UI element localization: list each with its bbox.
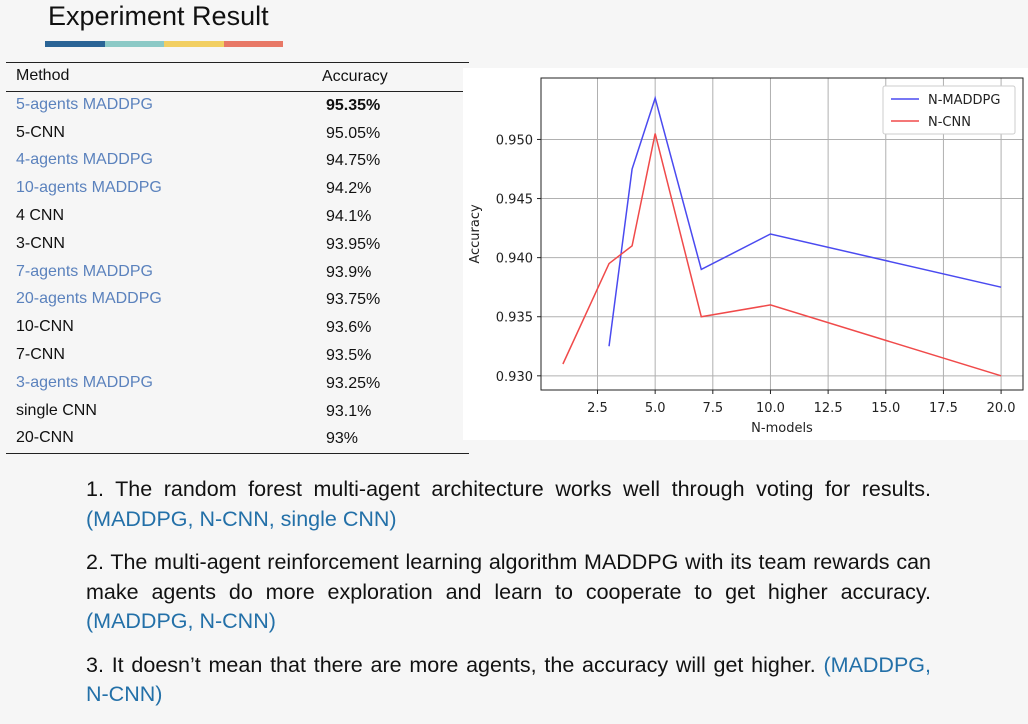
accuracy-cell: 94.2% <box>326 180 372 198</box>
method-cell: 20-agents MADDPG <box>16 290 162 308</box>
accuracy-cell: 94.75% <box>326 152 381 170</box>
table-row: 10-agents MADDPG 94.2% <box>6 175 469 203</box>
results-table: Method Accuracy 5-agents MADDPG 95.35% 5-C… <box>6 62 469 455</box>
table-bottom-rule <box>6 453 469 455</box>
plot-frame <box>540 77 1024 391</box>
method-cell: 3-CNN <box>16 234 65 252</box>
table-row: 5-CNN 95.05% <box>6 120 469 148</box>
accuracy-cell: 93.5% <box>326 346 372 364</box>
series-line-n-maddpg <box>608 95 1002 347</box>
column-header-method: Method <box>16 67 70 84</box>
accuracy-cell: 93.75% <box>326 291 381 309</box>
y-tick-label: 0.945 <box>496 193 533 208</box>
x-tick-label: 2.5 <box>587 401 608 416</box>
table-row: 20-CNN 93% <box>6 425 469 453</box>
accent-segment <box>45 41 105 47</box>
accuracy-cell: 93.95% <box>326 235 381 253</box>
x-tick-label: 10.0 <box>756 401 785 416</box>
accuracy-cell: 93.25% <box>326 374 381 392</box>
table-header-row: Method Accuracy <box>6 63 469 91</box>
x-tick-label: 7.5 <box>702 401 723 416</box>
note-reference: (MADDPG, N-CNN) <box>86 652 931 707</box>
note-item: 1. The random forest multi-agent archite… <box>86 475 931 534</box>
table-row: 5-agents MADDPG 95.35% <box>6 92 469 120</box>
method-cell: 3-agents MADDPG <box>16 373 153 391</box>
y-tick-label: 0.935 <box>496 311 533 326</box>
accuracy-cell: 93.9% <box>326 263 372 281</box>
table-row: 3-CNN 93.95% <box>6 231 469 259</box>
x-tick-label: 20.0 <box>987 401 1016 416</box>
method-cell: 7-agents MADDPG <box>16 262 153 280</box>
note-reference: (MADDPG, N-CNN) <box>86 609 276 633</box>
x-tick-label: 15.0 <box>871 401 900 416</box>
accuracy-cell: 94.1% <box>326 207 372 225</box>
note-text: 2. The multi-agent reinforcement learnin… <box>86 550 931 604</box>
title-accent-bar <box>45 41 283 47</box>
x-tick-label: 12.5 <box>814 401 843 416</box>
note-text: 3. It doesn’t mean that there are more a… <box>86 652 824 677</box>
accuracy-chart: 2.5 5.0 7.5 10.0 12.5 15.0 17.5 20.0 0.930 0.935 0… <box>463 68 1028 440</box>
legend-box <box>882 85 1016 135</box>
legend-label: N-CNN <box>928 115 971 130</box>
table-row: 7-CNN 93.5% <box>6 342 469 370</box>
note-item: 2. The multi-agent reinforcement learnin… <box>86 548 931 637</box>
series-line-n-cnn <box>562 133 1002 377</box>
accent-segment <box>223 41 283 47</box>
method-cell: 10-agents MADDPG <box>16 179 162 197</box>
page-title: Experiment Result <box>48 1 269 31</box>
method-cell: 7-CNN <box>16 345 65 363</box>
method-cell: 5-CNN <box>16 123 65 141</box>
y-axis-label: Accuracy <box>468 204 483 264</box>
conclusion-notes: 1. The random forest multi-agent archite… <box>86 475 931 724</box>
table-row: single CNN 93.1% <box>6 398 469 426</box>
note-text: 1. The random forest multi-agent archite… <box>86 477 931 501</box>
accuracy-cell: 95.05% <box>326 124 381 142</box>
legend-label: N-MADDPG <box>928 93 1000 108</box>
method-cell: 4 CNN <box>16 206 65 224</box>
chart-svg: 2.5 5.0 7.5 10.0 12.5 15.0 17.5 20.0 0.930 0.935 0… <box>468 77 1024 436</box>
method-cell: 4-agents MADDPG <box>16 151 153 169</box>
table-row: 4 CNN 94.1% <box>6 203 469 231</box>
table-top-rule <box>6 62 469 63</box>
table-row: 3-agents MADDPG 93.25% <box>6 370 469 398</box>
note-reference: (MADDPG, N-CNN, single CNN) <box>86 506 397 531</box>
table-row: 4-agents MADDPG 94.75% <box>6 147 469 175</box>
table-body: 5-agents MADDPG 95.35% 5-CNN 95.05% 4-agents… <box>6 92 469 453</box>
method-cell: 10-CNN <box>16 318 74 336</box>
method-cell: 20-CNN <box>16 429 74 447</box>
table-header-rule <box>6 90 469 92</box>
accuracy-cell: 93% <box>326 430 359 448</box>
x-tick-label: 17.5 <box>929 401 958 416</box>
accent-segment <box>104 41 164 47</box>
y-tick-label: 0.940 <box>496 252 533 267</box>
table-row: 10-CNN 93.6% <box>6 314 469 342</box>
accuracy-cell: 93.1% <box>326 402 372 420</box>
method-cell: 5-agents MADDPG <box>16 95 153 113</box>
method-cell: single CNN <box>16 401 97 419</box>
y-tick-label: 0.950 <box>496 133 533 148</box>
accent-segment <box>164 41 224 47</box>
note-item: 3. It doesn’t mean that there are more a… <box>86 651 931 710</box>
accuracy-cell: 93.6% <box>326 319 372 337</box>
table-row: 7-agents MADDPG 93.9% <box>6 259 469 287</box>
column-header-accuracy: Accuracy <box>322 68 388 85</box>
table-row: 20-agents MADDPG 93.75% <box>6 286 469 314</box>
accuracy-cell: 95.35% <box>326 96 381 114</box>
y-tick-label: 0.930 <box>496 370 533 385</box>
x-axis-label: N-models <box>751 421 813 436</box>
x-tick-label: 5.0 <box>645 401 666 416</box>
